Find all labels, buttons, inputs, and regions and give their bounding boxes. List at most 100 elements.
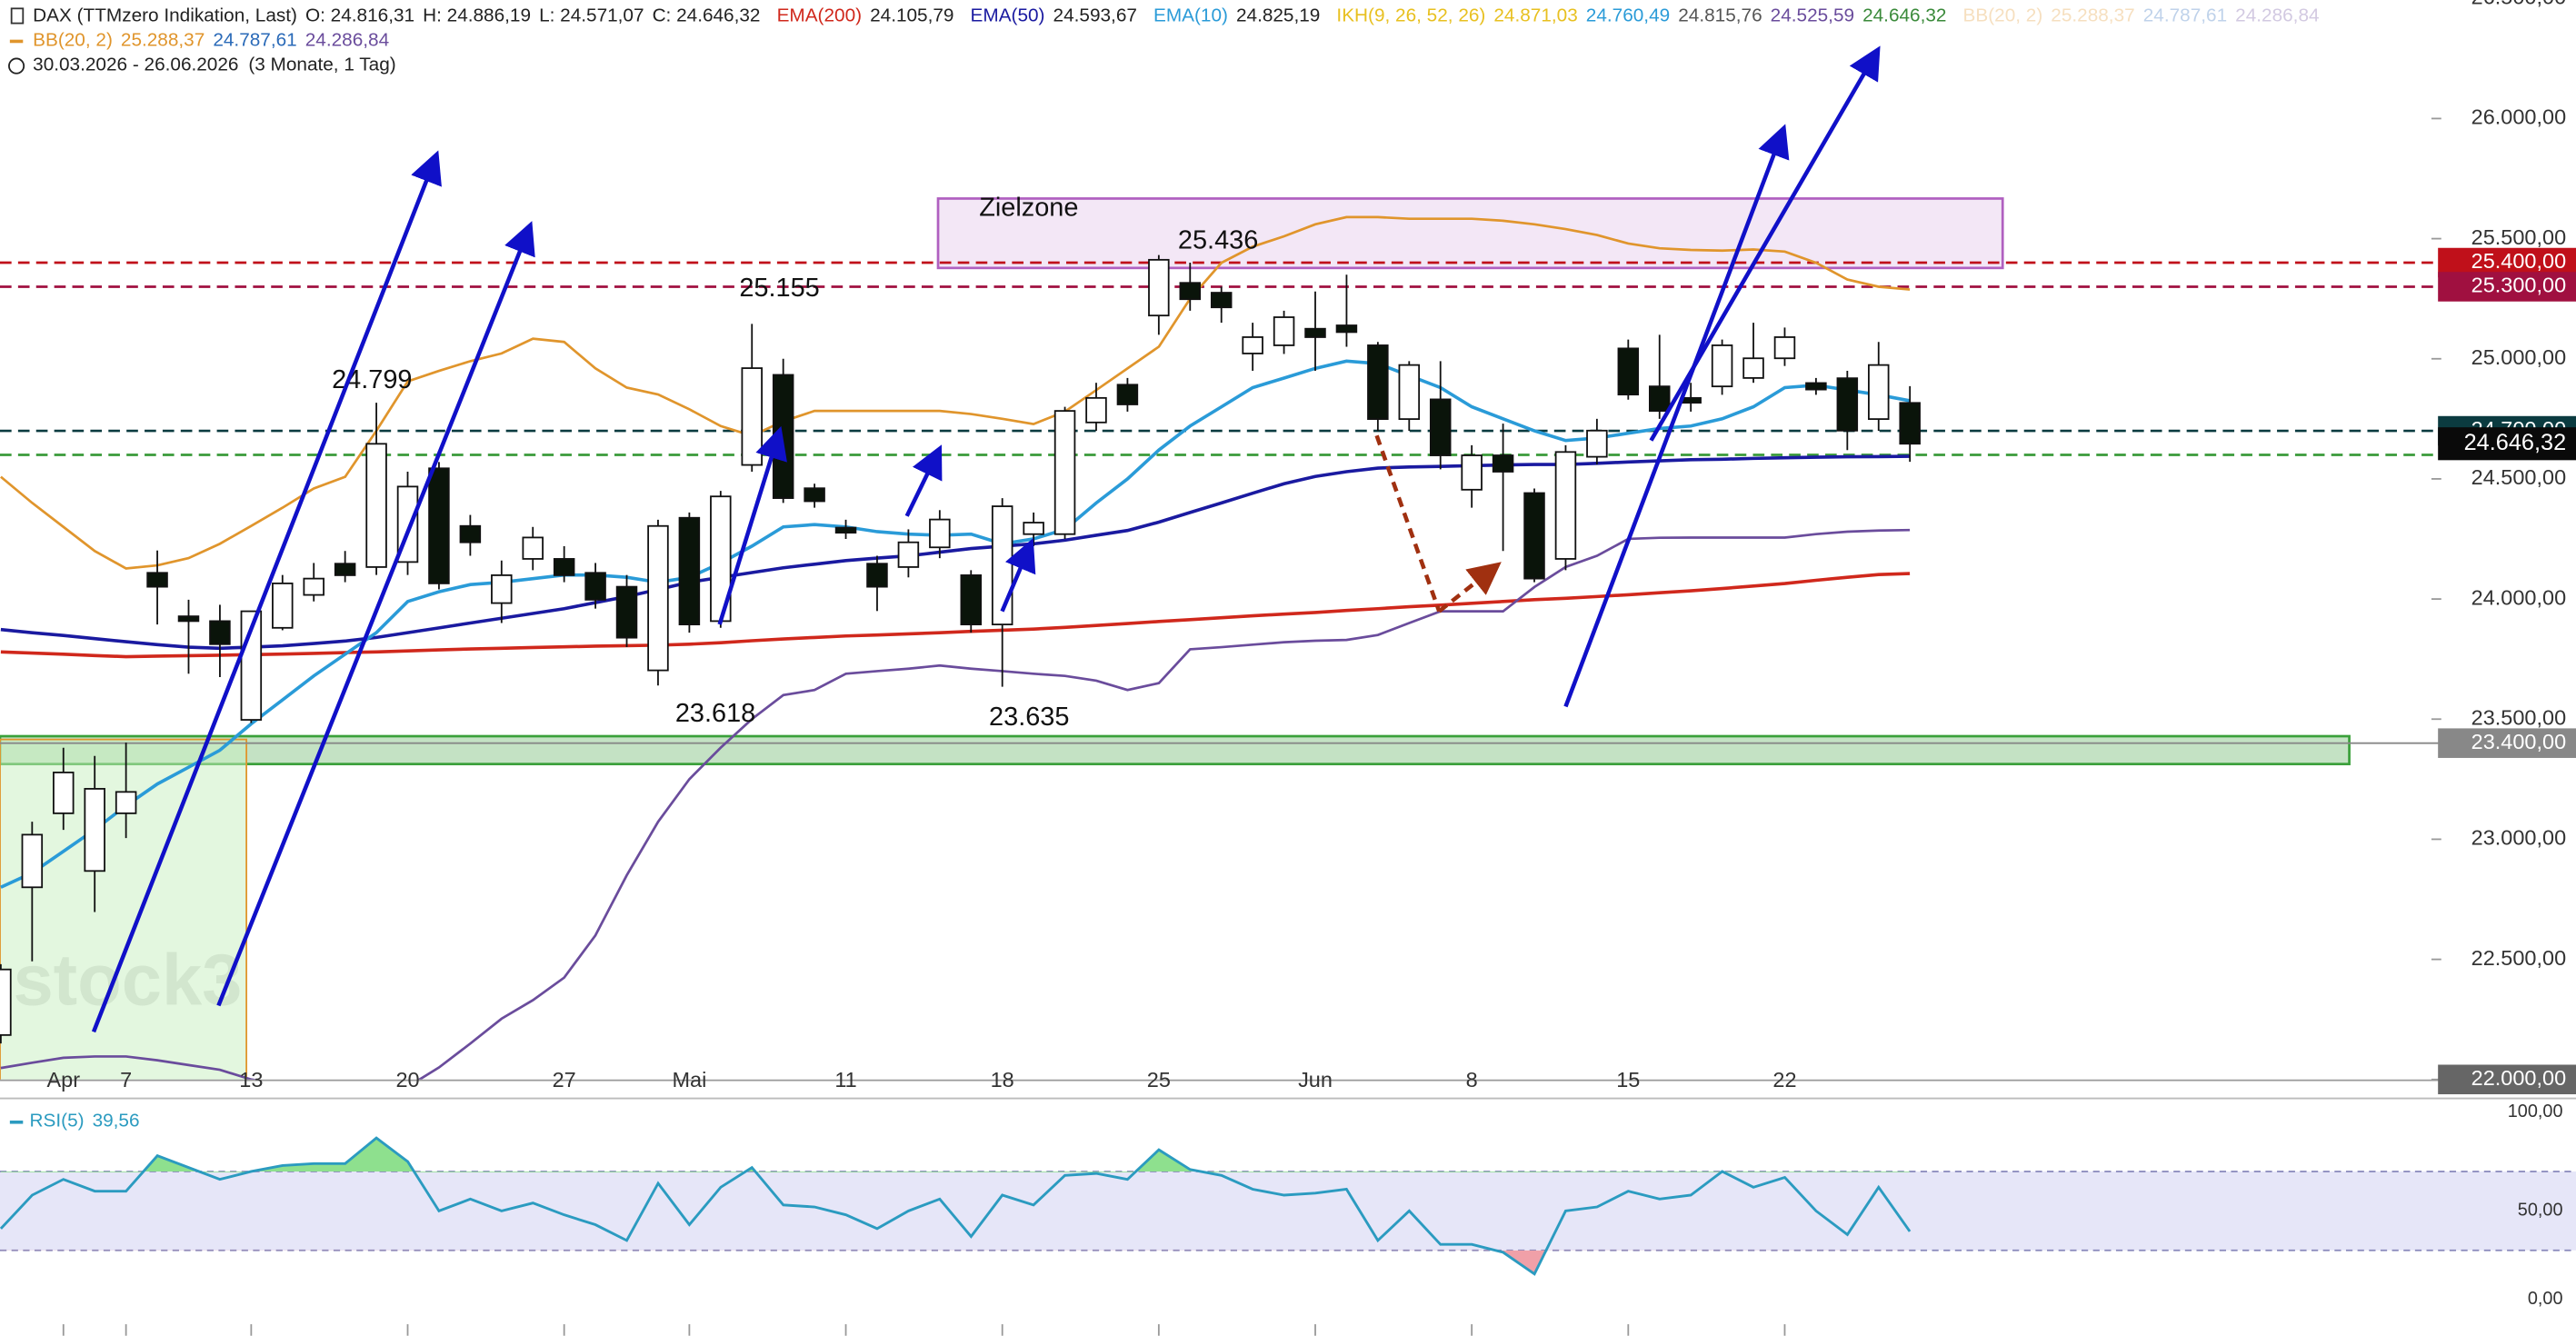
candle-body [1053,410,1076,535]
candle-body [1023,522,1044,535]
candle-body [1304,327,1326,338]
indicator-name: EMA(200) [777,5,862,26]
candle-body [0,968,12,1036]
candle-body [303,577,324,596]
x-tick-label: Apr [46,1068,80,1092]
rsi-tick-label: 0,00 [2528,1289,2563,1309]
header-line: DAX (TTMzero Indikation, Last) O: 24.816,… [33,5,2319,26]
x-tick-label: 13 [239,1068,263,1092]
ohlc: C: 24.646,32 [653,5,761,26]
price-annotation: 23.618 [675,699,755,728]
candle-body [459,524,482,543]
y-tick-label: 22.500,00 [2471,946,2566,970]
candle-body [1648,385,1671,413]
x-tick-label: 15 [1616,1068,1640,1092]
level-box [2438,272,2576,302]
y-tick-label: 25.500,00 [2471,225,2566,249]
candle-body [1836,377,1859,432]
indicator-line [0,572,1911,659]
indicator-readout: 24.105,79 [870,5,954,26]
x-tick-label: 20 [395,1068,419,1092]
y-tick-label: 26.000,00 [2471,105,2566,129]
rsi-readout: 39,56 [93,1111,140,1132]
level-label: 25.300,00 [2471,274,2566,297]
trend-arrow [1563,124,1790,708]
candle-body [1429,398,1452,456]
candle-body [1210,292,1233,309]
candle-body [960,574,983,626]
candle-body [272,583,294,629]
candle-body [1179,282,1202,301]
last-price-box [2438,427,2576,461]
indicator-name: BB(20, 2) [1963,5,2043,26]
candle-body [1242,336,1263,354]
x-tick-label: 8 [1466,1068,1478,1092]
candle-body [804,487,825,503]
candle-body [1773,336,1796,360]
date-range: 30.03.2026 - 26.06.2026 [33,55,238,75]
candle-body [365,443,387,568]
x-tick-label: 22 [1772,1068,1796,1092]
indicator-readout: 24.871,03 [1493,5,1577,26]
trend-arrow [216,221,535,1007]
trend-arrow [904,444,943,517]
candle-body [1523,492,1545,580]
candle-body [647,524,669,672]
candle-body [1085,396,1107,424]
indicator-readout: 24.787,61 [213,30,296,51]
candle-body [1805,382,1827,391]
last-price-label: 24.646,32 [2464,430,2567,455]
candle-body [84,788,105,872]
x-tick-label: 18 [991,1068,1014,1092]
ohlc: H: 24.886,19 [423,5,531,26]
candle-body [1899,402,1921,445]
candle-body [115,791,137,814]
candle-body [1868,364,1890,421]
indicator-readout: 24.825,19 [1236,5,1320,26]
candle-body [1617,347,1640,396]
x-tick-label: 11 [834,1068,856,1092]
trend-arrow [1000,538,1036,613]
candle-body [1398,364,1421,421]
level-label: 23.400,00 [2471,730,2566,753]
level-label: 25.400,00 [2471,249,2566,273]
candle-body [53,772,75,814]
trend-arrow [91,150,442,1033]
candle-body [678,516,701,626]
rsi-name: RSI(5) [30,1111,85,1132]
drawings [91,45,1881,1033]
trend-arrow [717,425,787,625]
candle-body [553,558,575,576]
candle-body [209,620,231,645]
candle-body [897,541,920,568]
indicator-readout: 24.787,61 [2143,5,2227,26]
x-tick-label: 7 [120,1068,132,1092]
x-tick-label: Mai [672,1068,706,1092]
candle-body [834,526,857,534]
band-upper [0,215,1911,570]
candle-body [177,615,200,623]
indicator-readout: 25.288,37 [121,30,205,51]
candle-body [334,563,356,576]
y-tick-label: 23.000,00 [2471,826,2566,850]
band-lower [0,528,1911,1080]
candle-body [428,467,450,584]
candle-body [1461,454,1483,491]
header: DAX (TTMzero Indikation, Last) O: 24.816,… [8,5,2320,75]
rsi-line [0,1136,1912,1276]
indicator-readout: 24.286,84 [305,30,389,51]
indicator-readout: 24.646,32 [1862,5,1946,26]
header-line: 30.03.2026 - 26.06.2026 (3 Monate, 1 Tag) [33,55,396,75]
candle-body [1586,429,1608,458]
price-annotation: 25.155 [739,274,819,303]
rsi-tick-label: 100,00 [2508,1102,2563,1122]
ohlc: L: 24.571,07 [539,5,644,26]
indicator-readout: 24.525,59 [1771,5,1854,26]
candle-body [741,367,763,466]
instrument-icon [10,7,25,25]
y-tick-label: 22.000,00 [2471,1066,2566,1090]
x-tick-label: 25 [1147,1068,1171,1092]
